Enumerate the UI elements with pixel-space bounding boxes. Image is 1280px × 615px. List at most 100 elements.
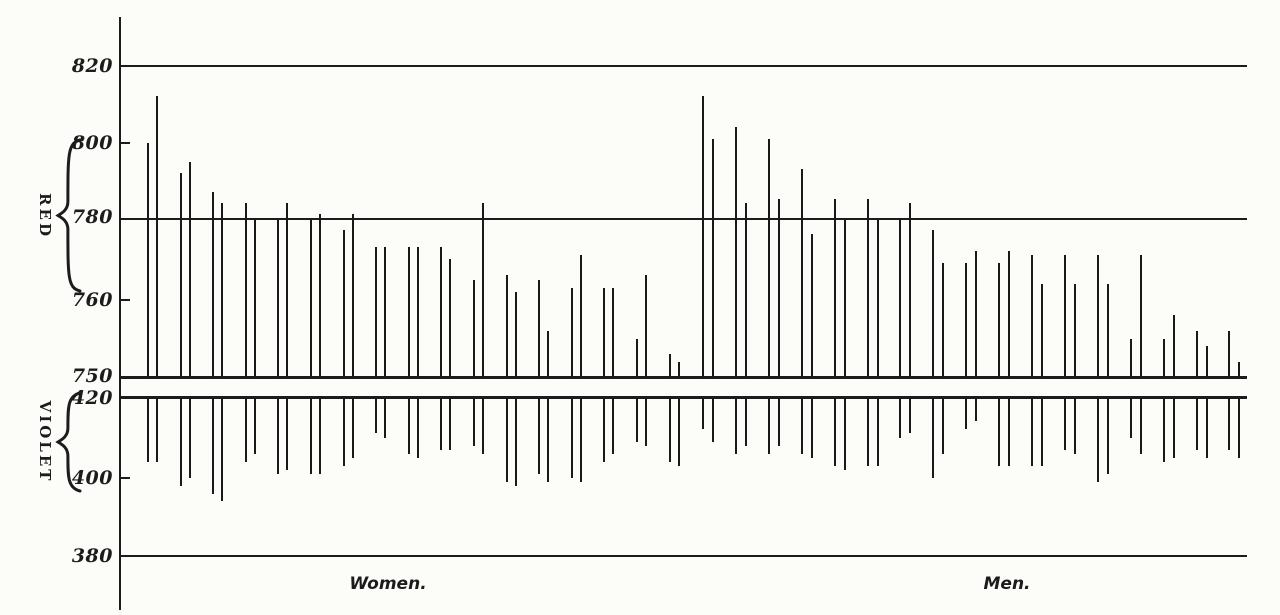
bar-violet-limit <box>245 398 247 462</box>
bar-violet-limit <box>834 398 836 466</box>
bar-violet-limit <box>506 398 508 482</box>
bar-red-limit <box>735 127 737 377</box>
women-group-label: Women. <box>349 574 427 594</box>
bar-red-limit <box>352 214 354 377</box>
bar-violet-limit <box>538 398 540 474</box>
bar-violet-limit <box>449 398 451 450</box>
bar-red-limit <box>189 162 191 377</box>
bar-red-limit <box>343 230 345 377</box>
axis-tick-label-760: 760 <box>71 289 113 311</box>
bar-violet-limit <box>645 398 647 446</box>
bar-red-limit <box>180 173 182 377</box>
bar-red-limit <box>515 292 517 377</box>
bar-violet-limit <box>571 398 573 478</box>
gridline-420 <box>120 396 1247 399</box>
gridline-750 <box>120 376 1247 379</box>
bar-red-limit <box>834 199 836 377</box>
bar-violet-limit <box>189 398 191 478</box>
bar-violet-limit <box>580 398 582 482</box>
violet-axis-label: VIOLET <box>36 400 54 484</box>
bar-violet-limit <box>1074 398 1076 454</box>
bar-red-limit <box>1097 255 1099 377</box>
bar-red-limit <box>1206 346 1208 377</box>
bar-violet-limit <box>1097 398 1099 482</box>
bar-violet-limit <box>844 398 846 470</box>
bar-violet-limit <box>778 398 780 446</box>
bar-red-limit <box>538 280 540 377</box>
bar-red-limit <box>965 263 967 377</box>
bar-violet-limit <box>1196 398 1198 450</box>
bar-violet-limit <box>909 398 911 433</box>
bar-violet-limit <box>867 398 869 466</box>
axis-tick-label-400: 400 <box>71 467 113 489</box>
bar-violet-limit <box>768 398 770 454</box>
bar-red-limit <box>1008 251 1010 377</box>
bar-red-limit <box>482 203 484 377</box>
bar-violet-limit <box>965 398 967 429</box>
gridline-380 <box>120 555 1247 557</box>
bar-violet-limit <box>473 398 475 446</box>
bar-violet-limit <box>417 398 419 458</box>
bar-violet-limit <box>745 398 747 446</box>
bar-red-limit <box>1130 339 1132 377</box>
bar-red-limit <box>768 139 770 377</box>
bar-violet-limit <box>375 398 377 433</box>
bar-violet-limit <box>678 398 680 466</box>
bar-red-limit <box>612 288 614 377</box>
bar-red-limit <box>942 263 944 377</box>
bar-violet-limit <box>1228 398 1230 450</box>
bar-red-limit <box>645 275 647 377</box>
red-axis-label: RED <box>36 193 54 239</box>
bar-violet-limit <box>147 398 149 462</box>
bar-violet-limit <box>636 398 638 442</box>
bar-red-limit <box>547 331 549 377</box>
bar-red-limit <box>1196 331 1198 377</box>
bar-violet-limit <box>811 398 813 458</box>
bar-red-limit <box>801 169 803 377</box>
bar-red-limit <box>147 143 149 377</box>
bar-red-limit <box>1041 284 1043 377</box>
bar-violet-limit <box>310 398 312 474</box>
bar-red-limit <box>245 203 247 377</box>
bar-violet-limit <box>1031 398 1033 466</box>
bar-red-limit <box>277 218 279 377</box>
bar-violet-limit <box>712 398 714 442</box>
bar-violet-limit <box>384 398 386 438</box>
bar-violet-limit <box>1206 398 1208 458</box>
bar-red-limit <box>669 354 671 377</box>
bar-red-limit <box>286 203 288 377</box>
bar-violet-limit <box>669 398 671 462</box>
gridline-780 <box>120 218 1247 220</box>
bar-violet-limit <box>1140 398 1142 454</box>
tick-800 <box>119 142 130 144</box>
bar-violet-limit <box>440 398 442 450</box>
axis-tick-label-380: 380 <box>71 545 113 567</box>
bar-red-limit <box>221 203 223 377</box>
bar-red-limit <box>1173 315 1175 377</box>
bar-violet-limit <box>156 398 158 462</box>
bar-violet-limit <box>932 398 934 478</box>
bar-violet-limit <box>408 398 410 454</box>
bar-red-limit <box>319 214 321 377</box>
bar-violet-limit <box>1173 398 1175 458</box>
bar-red-limit <box>1074 284 1076 377</box>
bar-red-limit <box>1238 362 1240 377</box>
axis-tick-label-780: 780 <box>71 206 113 228</box>
bar-red-limit <box>636 339 638 377</box>
bar-violet-limit <box>612 398 614 454</box>
bar-violet-limit <box>1041 398 1043 466</box>
bar-violet-limit <box>899 398 901 438</box>
bar-red-limit <box>811 234 813 377</box>
bar-red-limit <box>1163 339 1165 377</box>
bar-red-limit <box>975 251 977 377</box>
bar-red-limit <box>1031 255 1033 377</box>
bar-violet-limit <box>286 398 288 470</box>
bar-red-limit <box>678 362 680 377</box>
bar-red-limit <box>408 247 410 377</box>
bar-red-limit <box>1107 284 1109 377</box>
bar-violet-limit <box>319 398 321 474</box>
bar-red-limit <box>375 247 377 377</box>
bar-violet-limit <box>735 398 737 454</box>
